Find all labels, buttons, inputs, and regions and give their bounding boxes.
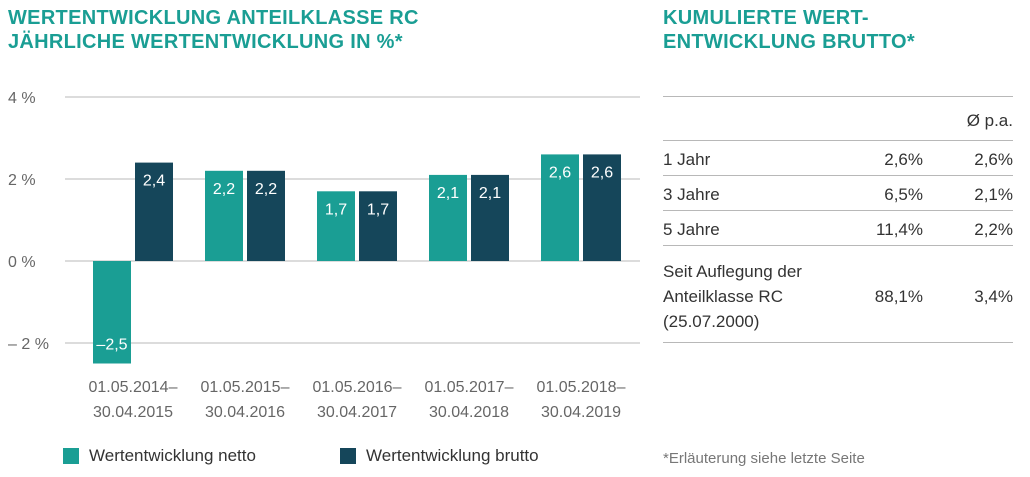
- data-label: 2,6: [549, 164, 571, 181]
- table-cell-cumulative: 2,6%: [884, 150, 923, 169]
- x-tick-label: 30.04.2018: [429, 404, 509, 421]
- table-title-line-1: KUMULIERTE WERT-: [663, 7, 869, 29]
- table-title-line-2: ENTWICKLUNG BRUTTO*: [663, 31, 915, 53]
- bar-brutto: [583, 154, 621, 261]
- data-label: 1,7: [367, 201, 389, 218]
- legend-swatch-brutto: [340, 448, 356, 464]
- table-cell-cumulative: 6,5%: [884, 185, 923, 204]
- x-tick-label: 01.05.2014–: [89, 379, 178, 396]
- legend-swatch-netto: [63, 448, 79, 464]
- table-cell-cumulative: 11,4%: [876, 220, 923, 239]
- legend-label-brutto: Wertentwicklung brutto: [366, 446, 539, 465]
- y-tick-label: 4 %: [8, 90, 36, 107]
- legend-item-brutto: Wertentwicklung brutto: [340, 446, 539, 466]
- table-row-label: 5 Jahre: [663, 220, 720, 239]
- y-tick-label: – 2 %: [8, 336, 49, 353]
- bar-netto: [541, 154, 579, 261]
- x-tick-label: 01.05.2016–: [313, 379, 402, 396]
- x-tick-label: 30.04.2015: [93, 404, 173, 421]
- table-cell-pa: 2,1%: [974, 185, 1013, 204]
- data-label: –2,5: [96, 337, 127, 354]
- bar-brutto: [247, 170, 285, 261]
- table-row-label-line: Anteilklasse RC: [663, 287, 783, 306]
- data-label: 2,6: [591, 164, 613, 181]
- table-row-label-line: (25.07.2000): [663, 312, 760, 331]
- table-divider: [663, 140, 1013, 141]
- table-cell-cumulative: 88,1%: [874, 287, 923, 306]
- legend-item-netto: Wertentwicklung netto: [63, 446, 256, 466]
- table-cell-pa: 2,2%: [974, 220, 1013, 239]
- bar-netto: [429, 174, 467, 261]
- table-row-label: 1 Jahr: [663, 150, 711, 169]
- footnote: *Erläuterung siehe letzte Seite: [663, 450, 865, 467]
- data-label: 1,7: [325, 201, 347, 218]
- table-cell-pa: 2,6%: [974, 150, 1013, 169]
- data-label: 2,2: [213, 181, 235, 198]
- table-divider: [663, 96, 1013, 97]
- x-tick-label: 01.05.2017–: [425, 379, 514, 396]
- bar-brutto: [359, 191, 397, 261]
- table-row-label-line: Seit Auflegung der: [663, 262, 802, 281]
- chart-title-line-2: JÄHRLICHE WERTENTWICKLUNG IN %*: [8, 31, 403, 53]
- table-title: KUMULIERTE WERT- ENTWICKLUNG BRUTTO*: [663, 6, 915, 54]
- data-label: 2,2: [255, 181, 277, 198]
- bar-chart: 4 % 2 % 0 % – 2 % –2,5 2,4 01.05.2014– 30.04.20…: [8, 90, 640, 421]
- y-tick-label: 0 %: [8, 254, 36, 271]
- x-tick-label: 30.04.2017: [317, 404, 397, 421]
- bar-brutto: [135, 162, 173, 261]
- chart-title-line-1: WERTENTWICKLUNG ANTEILKLASSE RC: [8, 7, 419, 29]
- table-header-pa: Ø p.a.: [966, 111, 1013, 130]
- x-tick-label: 01.05.2015–: [201, 379, 290, 396]
- x-tick-label: 01.05.2018–: [537, 379, 626, 396]
- legend-label-netto: Wertentwicklung netto: [89, 446, 256, 465]
- data-label: 2,4: [143, 173, 165, 190]
- bar-brutto: [471, 174, 509, 261]
- table-divider: [663, 175, 1013, 176]
- x-tick-label: 30.04.2019: [541, 404, 621, 421]
- data-label: 2,1: [437, 185, 459, 202]
- chart-title: WERTENTWICKLUNG ANTEILKLASSE RC JÄHRLICH…: [8, 6, 419, 54]
- table-cell-pa: 3,4%: [974, 287, 1013, 306]
- table-divider: [663, 210, 1013, 211]
- table-divider: [663, 245, 1013, 246]
- data-label: 2,1: [479, 185, 501, 202]
- bar-netto: [93, 261, 131, 364]
- x-tick-label: 30.04.2016: [205, 404, 285, 421]
- bar-netto: [317, 191, 355, 261]
- bar-netto: [205, 170, 243, 261]
- table-row-label: 3 Jahre: [663, 185, 720, 204]
- y-tick-label: 2 %: [8, 172, 36, 189]
- table-divider: [663, 342, 1013, 343]
